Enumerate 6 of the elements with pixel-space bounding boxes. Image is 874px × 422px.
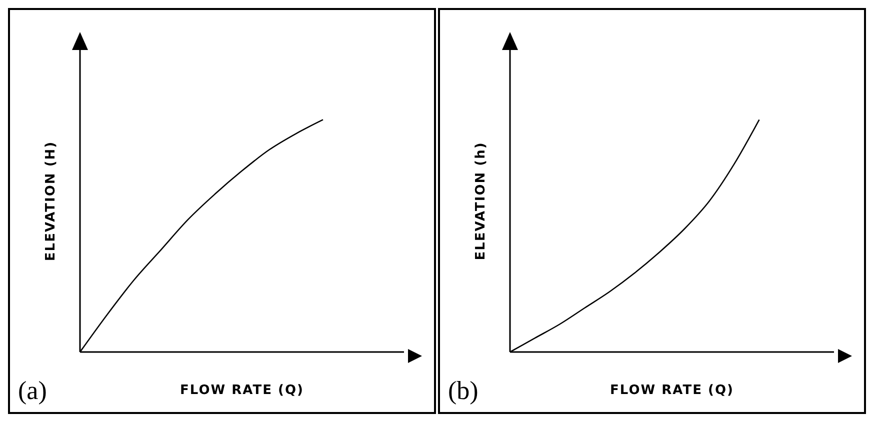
y-axis-title: ELEVATION (H): [44, 140, 59, 262]
text: (b): [448, 376, 478, 406]
x-axis-title: FLOW RATE (Q): [180, 383, 304, 398]
text: (a): [18, 376, 47, 406]
x-axis-title: FLOW RATE (Q): [610, 383, 734, 398]
y-axis-title: ELEVATION (h): [474, 142, 489, 260]
